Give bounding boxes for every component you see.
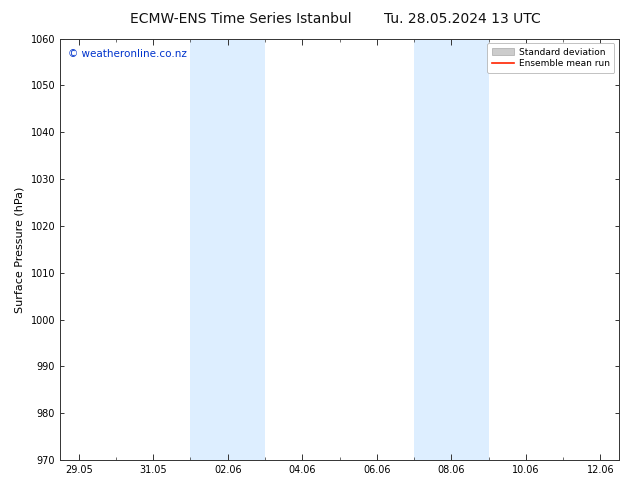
Y-axis label: Surface Pressure (hPa): Surface Pressure (hPa) xyxy=(15,186,25,313)
Legend: Standard deviation, Ensemble mean run: Standard deviation, Ensemble mean run xyxy=(488,43,614,73)
Bar xyxy=(414,39,489,460)
Bar xyxy=(190,39,265,460)
Text: © weatheronline.co.nz: © weatheronline.co.nz xyxy=(68,49,187,59)
Text: ECMW-ENS Time Series Istanbul: ECMW-ENS Time Series Istanbul xyxy=(130,12,352,26)
Text: Tu. 28.05.2024 13 UTC: Tu. 28.05.2024 13 UTC xyxy=(384,12,541,26)
